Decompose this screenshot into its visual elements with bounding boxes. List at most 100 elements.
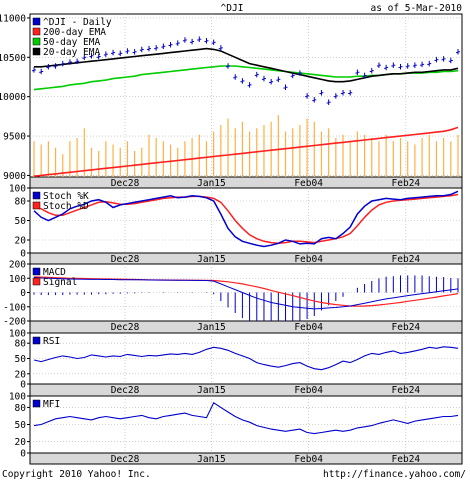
volume-bar — [292, 128, 294, 177]
volume-bar — [205, 141, 208, 177]
panel-1 — [27, 187, 463, 265]
date-label: Feb04 — [294, 322, 323, 333]
volume-bar — [306, 118, 308, 177]
y-tick-label: 0 — [20, 380, 26, 391]
volume-bar — [47, 141, 49, 177]
y-tick-label: 100 — [9, 392, 26, 403]
panel-4 — [27, 395, 463, 465]
volume-bar — [177, 147, 179, 177]
volume-bar — [421, 138, 423, 177]
legend-entry: 50-day EMA — [43, 37, 100, 48]
y-tick-label: 100 — [9, 329, 26, 340]
date-label: Jan15 — [197, 254, 226, 265]
volume-bar — [54, 147, 57, 177]
volume-bar — [105, 141, 107, 177]
date-label: Jan15 — [197, 454, 226, 465]
volume-bar — [371, 138, 373, 177]
volume-bar — [90, 147, 93, 177]
legend-swatch — [32, 47, 41, 56]
volume-bar — [76, 138, 78, 177]
date-label: Dec28 — [111, 254, 140, 265]
legend-entry: MFI — [43, 399, 60, 410]
legend-entry: Stoch %D — [43, 201, 89, 212]
date-strip — [29, 452, 463, 465]
date-label: Feb24 — [392, 254, 421, 265]
volume-bar — [119, 147, 121, 177]
volume-bar — [328, 128, 330, 177]
ema20-line — [34, 47, 459, 83]
y-tick-label: 100 — [9, 274, 26, 285]
y-tick-label: 200 — [9, 260, 26, 271]
volume-bar — [126, 141, 129, 177]
panel-2 — [27, 263, 463, 334]
y-tick-label: 100 — [9, 184, 26, 195]
volume-bar — [213, 131, 215, 177]
legend-swatch — [32, 336, 41, 345]
volume-bar — [356, 131, 358, 177]
y-tick-label: 80 — [15, 197, 27, 208]
date-label: Feb04 — [294, 254, 323, 265]
y-tick-label: -100 — [3, 302, 26, 313]
volume-bar — [40, 144, 42, 177]
rsi-line — [33, 346, 459, 371]
y-tick-label: 50 — [15, 420, 27, 431]
volume-bar — [299, 125, 301, 177]
volume-bar — [399, 138, 402, 177]
volume-bar — [69, 141, 71, 177]
y-tick-label: 0 — [20, 249, 26, 260]
legend-swatch — [32, 201, 41, 210]
y-tick-label: 20 — [15, 236, 27, 247]
volume-bar — [148, 134, 150, 177]
volume-bar — [198, 134, 200, 177]
volume-bar — [256, 128, 258, 177]
panel-0 — [27, 13, 463, 189]
y-tick-label: 50 — [15, 354, 27, 365]
date-label: Jan15 — [197, 322, 226, 333]
y-tick-label: 10500 — [0, 53, 26, 64]
volume-bar — [407, 141, 409, 177]
date-label: Dec28 — [111, 454, 140, 465]
header-as-of: as of 5-Mar-2010 — [370, 3, 462, 14]
volume-bar — [83, 128, 85, 177]
volume-bar — [155, 138, 157, 177]
volume-bar — [62, 154, 64, 177]
date-label: Jan15 — [197, 178, 226, 189]
legend-entry: 20-day EMA — [43, 47, 100, 58]
legend-entry: 200-day EMA — [43, 27, 106, 38]
date-label: Feb04 — [294, 178, 323, 189]
legend-swatch — [32, 399, 41, 408]
legend-swatch — [32, 27, 41, 36]
mfi-line — [33, 401, 459, 435]
volume-bar — [134, 151, 136, 177]
legend-entry: RSI — [43, 336, 60, 347]
y-tick-label: 9000 — [3, 171, 26, 182]
header-symbol: ^DJI — [221, 3, 244, 14]
footer-url: http://finance.yahoo.com/ — [323, 469, 466, 480]
date-label: Feb24 — [392, 385, 421, 396]
legend-swatch — [32, 267, 41, 276]
date-label: Feb04 — [294, 454, 323, 465]
volume-bar — [320, 131, 323, 177]
date-label: Feb24 — [392, 178, 421, 189]
legend-entry: Stoch %K — [43, 191, 89, 202]
y-tick-label: 80 — [15, 339, 27, 350]
y-tick-label: 10000 — [0, 92, 26, 103]
volume-bar — [141, 147, 143, 177]
legend-entry: Signal — [43, 277, 77, 288]
volume-bar — [342, 134, 344, 177]
volume-bar — [241, 121, 244, 177]
panel-frame — [29, 13, 463, 178]
volume-bar — [385, 134, 387, 177]
volume-bar — [450, 141, 452, 177]
volume-bar — [313, 121, 315, 177]
date-label: Jan15 — [197, 385, 226, 396]
date-label: Feb04 — [294, 385, 323, 396]
y-tick-label: 80 — [15, 403, 27, 414]
volume-bar — [98, 151, 100, 177]
volume-bar — [428, 134, 430, 177]
volume-bar — [33, 141, 35, 177]
y-tick-label: 11000 — [0, 13, 26, 24]
date-label: Feb24 — [392, 322, 421, 333]
y-tick-label: 20 — [15, 437, 27, 448]
